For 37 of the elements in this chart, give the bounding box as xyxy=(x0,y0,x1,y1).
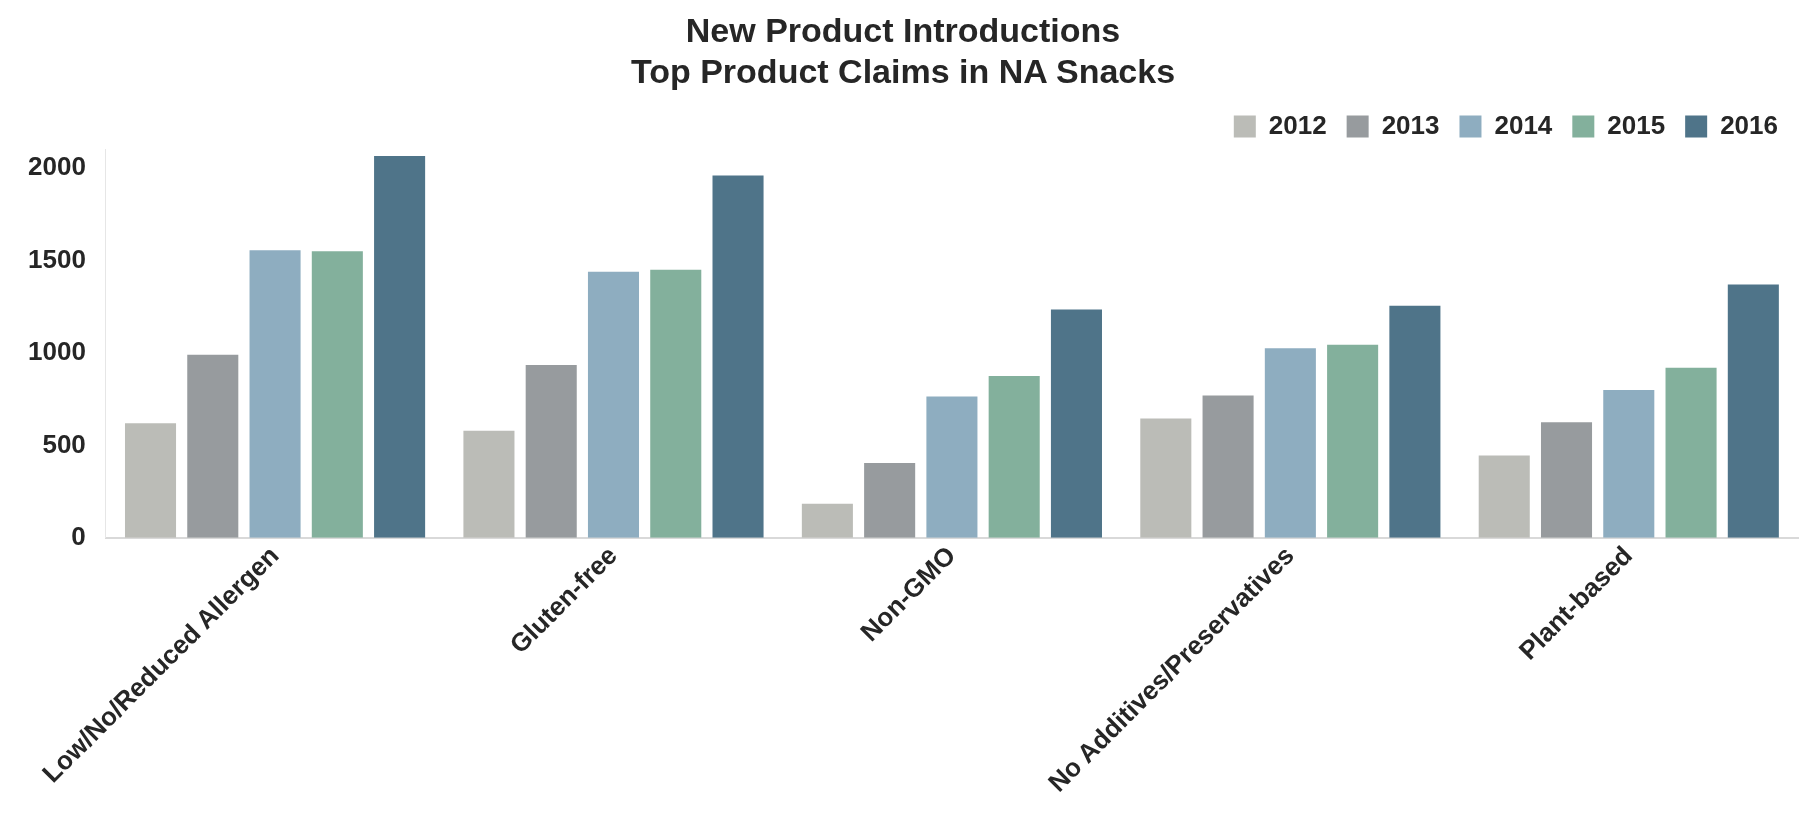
y-tick-label: 500 xyxy=(42,428,86,459)
bar xyxy=(1202,395,1254,538)
text: New Product Introductions xyxy=(685,10,1121,49)
legend-label: 2016 xyxy=(1720,109,1778,140)
bar xyxy=(1540,422,1593,538)
bar xyxy=(1665,367,1717,538)
bar xyxy=(926,396,978,538)
bar xyxy=(311,251,363,538)
y-tick-label: 1000 xyxy=(28,336,86,367)
bar xyxy=(525,365,577,538)
bar xyxy=(1478,455,1530,538)
bar xyxy=(249,250,301,538)
bar xyxy=(801,503,853,538)
y-tick-label: 1500 xyxy=(28,243,86,274)
legend-label: 2013 xyxy=(1381,109,1440,140)
bar xyxy=(124,423,177,538)
bar xyxy=(1727,284,1779,538)
bar xyxy=(1389,305,1441,538)
bar xyxy=(1050,309,1102,538)
bar xyxy=(988,376,1040,538)
bar xyxy=(712,175,764,538)
y-tick-label: 2000 xyxy=(28,151,86,182)
bar xyxy=(374,156,426,538)
legend-label: 2012 xyxy=(1268,109,1327,140)
legend-label: 2015 xyxy=(1607,109,1666,140)
bar xyxy=(463,430,515,538)
bar xyxy=(1327,344,1379,538)
bar xyxy=(650,269,702,538)
bar xyxy=(1603,389,1655,538)
bar xyxy=(187,354,239,538)
legend-label: 2014 xyxy=(1494,109,1553,140)
bar xyxy=(1140,418,1192,538)
bar xyxy=(1264,348,1316,538)
y-tick-label: 0 xyxy=(71,521,86,552)
bar xyxy=(864,462,916,538)
bar xyxy=(587,271,640,538)
text: Top Product Claims in NA Snacks xyxy=(630,51,1176,90)
